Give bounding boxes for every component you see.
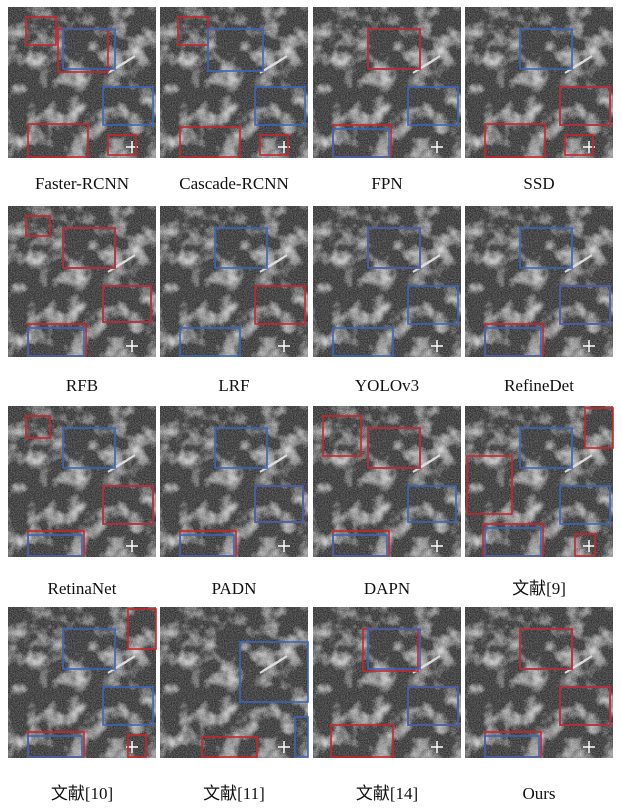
- caption: DAPN: [364, 579, 410, 598]
- panel: [160, 406, 308, 557]
- caption: RefineDet: [504, 376, 574, 395]
- panel: [8, 607, 156, 758]
- panel: [465, 607, 613, 758]
- caption: 文献[10]: [51, 784, 113, 803]
- caption: Ours: [522, 784, 555, 803]
- panel: [160, 7, 308, 158]
- caption: FPN: [371, 174, 402, 193]
- panel: [465, 206, 613, 357]
- panel: [465, 7, 613, 158]
- panel: [313, 406, 461, 557]
- caption: 文献[9]: [512, 579, 566, 598]
- sar-texture: [160, 607, 308, 758]
- caption: Cascade-RCNN: [179, 174, 289, 193]
- caption: YOLOv3: [355, 376, 419, 395]
- panel: [313, 206, 461, 357]
- caption: RFB: [66, 376, 98, 395]
- panel: [313, 607, 461, 758]
- caption: Faster-RCNN: [35, 174, 129, 193]
- caption: 文献[14]: [356, 784, 418, 803]
- panel: [160, 206, 308, 357]
- caption: RetinaNet: [48, 579, 117, 598]
- caption: SSD: [523, 174, 554, 193]
- figure: Faster-RCNN Cascade-RCNN FPN SSD RFB LRF YOLOv…: [0, 0, 622, 811]
- caption: 文献[11]: [203, 784, 265, 803]
- caption: LRF: [218, 376, 249, 395]
- panel: [160, 607, 308, 758]
- panel: [313, 7, 461, 158]
- caption: PADN: [212, 579, 257, 598]
- panel: [8, 7, 156, 158]
- panel: [8, 206, 156, 357]
- panel: [8, 406, 156, 557]
- panel: [465, 406, 613, 557]
